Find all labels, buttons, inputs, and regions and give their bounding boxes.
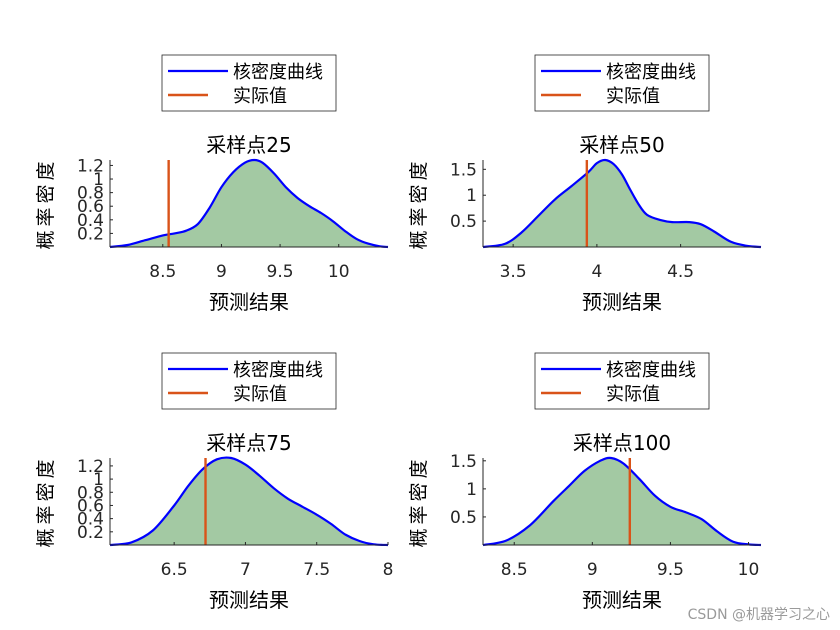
y-tick-label: 1 (466, 480, 477, 500)
y-axis-label: 概率密度 (35, 455, 57, 547)
x-axis-label: 预测结果 (582, 290, 662, 314)
legend-label-kde: 核密度曲线 (233, 62, 323, 83)
x-tick-label: 9 (587, 560, 598, 580)
x-tick-label: 8.5 (501, 560, 528, 580)
x-axis-label: 预测结果 (209, 588, 289, 612)
x-tick-label: 4.5 (667, 262, 694, 282)
x-tick-label: 6.5 (161, 560, 188, 580)
y-tick-label: 0.6 (77, 496, 104, 516)
y-tick-label: 0.8 (77, 483, 104, 503)
y-tick-label: 1.5 (450, 452, 477, 472)
y-tick-label: 0.8 (77, 184, 104, 204)
y-tick-label: 1 (466, 186, 477, 206)
legend-box (161, 352, 337, 410)
subplot-1: 8.5 9 9.5 10 0.20.40.60.811.2 采样点25 预测结果 概率密度 核密… (35, 54, 389, 314)
legend-label-kde: 核密度曲线 (233, 360, 323, 381)
kde-fill-area (483, 458, 761, 545)
subplot-title: 采样点50 (579, 133, 664, 157)
y-tick-label: 1.2 (77, 156, 104, 176)
y-axis-label: 概率密度 (35, 157, 57, 249)
kde-curve (109, 456, 389, 547)
x-tick-label: 3.5 (500, 262, 527, 282)
x-tick-label: 10 (738, 560, 760, 580)
legend-label-actual: 实际值 (606, 86, 660, 107)
y-tick-label: 1 (93, 470, 104, 490)
legend-label-kde: 核密度曲线 (606, 360, 696, 381)
legend-label-kde: 核密度曲线 (606, 62, 696, 83)
x-tick-label: 9.5 (657, 560, 684, 580)
x-tick-label: 7 (240, 560, 251, 580)
y-axis-label: 概率密度 (408, 455, 430, 547)
legend-box (161, 54, 337, 112)
x-tick-label: 10 (328, 262, 350, 282)
y-tick-label: 1.5 (450, 160, 477, 180)
y-axis-label: 概率密度 (408, 157, 430, 249)
x-tick-label: 7.5 (303, 560, 330, 580)
y-tick-label: 0.4 (77, 211, 104, 231)
y-tick-label: 0.2 (77, 523, 104, 543)
x-tick-label: 8 (383, 560, 394, 580)
legend-box (534, 54, 710, 112)
y-tick-label: 1.2 (77, 457, 104, 477)
kde-fill-area (110, 458, 388, 545)
y-tick-label: 0.4 (77, 510, 104, 530)
x-tick-label: 9.5 (267, 262, 294, 282)
kde-curve (482, 158, 762, 249)
y-tick-label: 0.2 (77, 224, 104, 244)
y-tick-label: 0.5 (450, 212, 477, 232)
legend-label-actual: 实际值 (233, 384, 287, 405)
watermark: CSDN @机器学习之心 (687, 607, 830, 623)
subplot-3: 6.5 7 7.5 8 0.20.40.60.811.2 采样点75 预测结果 概率密度 核密度… (35, 352, 394, 612)
x-tick-label: 9 (216, 262, 227, 282)
kde-curve (482, 456, 762, 547)
kde-curve (109, 158, 389, 249)
subplot-title: 采样点25 (206, 133, 291, 157)
kde-fill-area (483, 160, 761, 247)
x-axis-label: 预测结果 (209, 290, 289, 314)
x-tick-label: 4 (591, 262, 602, 282)
legend-label-actual: 实际值 (606, 384, 660, 405)
subplot-title: 采样点75 (206, 431, 291, 455)
kde-fill-area (110, 160, 388, 247)
x-axis-label: 预测结果 (582, 588, 662, 612)
y-tick-label: 1 (93, 170, 104, 190)
y-tick-label: 0.5 (450, 508, 477, 528)
x-tick-label: 8.5 (149, 262, 176, 282)
legend-box (534, 352, 710, 410)
legend-label-actual: 实际值 (233, 86, 287, 107)
subplot-title: 采样点100 (573, 431, 671, 455)
y-tick-label: 0.6 (77, 197, 104, 217)
